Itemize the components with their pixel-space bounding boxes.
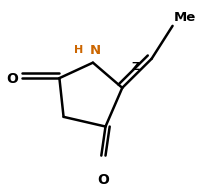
Text: N: N — [90, 43, 101, 57]
Text: O: O — [6, 72, 18, 86]
Text: Z: Z — [132, 62, 140, 73]
Text: O: O — [97, 173, 109, 187]
Text: H: H — [74, 45, 84, 55]
Text: Me: Me — [174, 11, 196, 24]
